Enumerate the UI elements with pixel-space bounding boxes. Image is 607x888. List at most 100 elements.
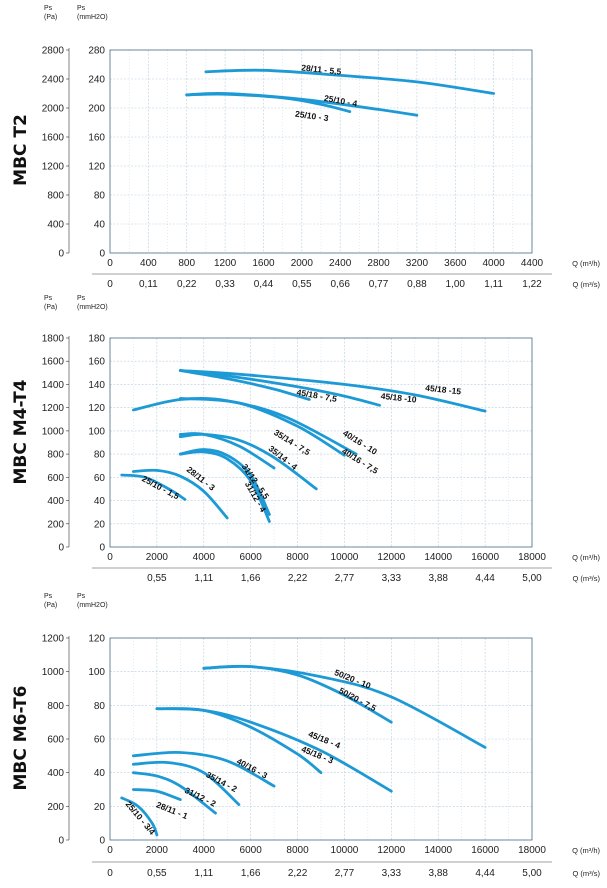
- x-m3h-tick-label: 6000: [240, 552, 263, 563]
- mmh2o-tick-label: 200: [88, 104, 105, 115]
- x-m3s-unit: Q (m³/s): [573, 574, 601, 583]
- x-m3h-tick-label: 2000: [146, 845, 169, 856]
- pa-axis-header: Ps (Pa): [44, 5, 57, 21]
- curve-label: 25/10 - 3: [295, 109, 330, 124]
- x-m3h-tick-label: 2000: [291, 258, 314, 269]
- x-m3h-tick-label: 12000: [377, 552, 405, 563]
- x-m3h-tick-label: 4000: [193, 845, 216, 856]
- curve-label: 45/18 - 7,5: [296, 387, 338, 404]
- x-m3h-tick-label: 16000: [471, 845, 499, 856]
- x-m3h-tick-label: 4000: [193, 552, 216, 563]
- mmh2o-tick-label: 80: [94, 701, 106, 712]
- curve-label: 45/18 -10: [380, 391, 417, 405]
- x-m3h-unit: Q (m³/h): [572, 553, 600, 562]
- x-m3h-unit: Q (m³/h): [572, 259, 600, 268]
- pa-tick-label: 1200: [42, 403, 65, 414]
- x-m3h-tick-label: 2800: [367, 258, 390, 269]
- x-m3s-tick-label: 0,22: [177, 279, 197, 290]
- x-m3s-tick-label: 0: [107, 868, 113, 879]
- x-m3s-unit: Q (m³/s): [573, 869, 601, 878]
- pa-tick-label: 400: [47, 768, 64, 779]
- curve-label: 31/12 - 2: [183, 785, 218, 809]
- curve-label: 45/18 -15: [425, 383, 462, 397]
- x-m3s-tick-label: 0,55: [292, 279, 312, 290]
- pa-tick-label: 0: [58, 543, 64, 554]
- x-m3h-tick-label: 4000: [483, 258, 506, 269]
- fan-curve: [132, 760, 241, 806]
- mmh2o-axis-header: Ps (mmH2O): [77, 5, 108, 21]
- x-m3s-tick-label: 5,00: [522, 573, 542, 584]
- x-m3s-tick-label: 0,33: [215, 279, 235, 290]
- pa-tick-label: 1000: [42, 667, 65, 678]
- pa-axis-header: Ps (Pa): [44, 295, 57, 311]
- x-m3h-tick-label: 2000: [146, 552, 169, 563]
- curve-label: 25/10 - 1,5: [140, 474, 181, 502]
- mmh2o-tick-label: 80: [94, 450, 106, 461]
- x-m3h-unit: Q (m³/h): [572, 846, 600, 855]
- x-m3s-tick-label: 1,11: [194, 573, 213, 584]
- x-m3h-tick-label: 1600: [252, 258, 275, 269]
- pa-tick-label: 1600: [42, 133, 65, 144]
- fan-curve: [178, 450, 271, 523]
- mmh2o-tick-label: 240: [88, 75, 105, 86]
- x-m3h-tick-label: 0: [107, 552, 113, 563]
- mmh2o-tick-label: 80: [94, 191, 106, 202]
- mmh2o-axis-header: Ps (mmH2O): [77, 593, 108, 609]
- mmh2o-tick-label: 160: [88, 357, 105, 368]
- x-m3s-tick-label: 1,11: [484, 279, 503, 290]
- x-m3h-tick-label: 2400: [329, 258, 352, 269]
- mmh2o-tick-label: 160: [88, 133, 105, 144]
- x-m3h-tick-label: 8000: [286, 845, 309, 856]
- x-m3s-tick-label: 0,88: [407, 279, 427, 290]
- x-m3s-tick-label: 3,33: [382, 573, 402, 584]
- fan-curve: [132, 771, 217, 815]
- fan-curve: [178, 397, 346, 457]
- pa-tick-label: 600: [47, 473, 64, 484]
- pa-tick-label: 1200: [42, 634, 65, 645]
- x-m3h-tick-label: 18000: [518, 845, 546, 856]
- curve-label: 28/11 - 1: [155, 799, 190, 821]
- x-m3h-tick-label: 14000: [424, 845, 452, 856]
- pa-tick-label: 800: [47, 450, 64, 461]
- pa-tick-label: 800: [47, 701, 64, 712]
- x-m3h-tick-label: 3200: [406, 258, 429, 269]
- pa-tick-label: 1000: [42, 426, 65, 437]
- pa-tick-label: 400: [47, 496, 64, 507]
- fan-curve: [132, 397, 358, 456]
- mmh2o-tick-label: 180: [88, 334, 105, 345]
- curve-label: 35/14 - 2: [204, 770, 239, 795]
- chart-title: MBC T2: [11, 114, 31, 186]
- mmh2o-tick-label: 60: [94, 473, 106, 484]
- pa-tick-label: 0: [58, 836, 64, 847]
- mmh2o-tick-label: 120: [88, 634, 105, 645]
- mmh2o-tick-label: 0: [99, 249, 105, 260]
- pa-tick-label: 2800: [42, 46, 65, 57]
- x-m3h-tick-label: 8000: [286, 552, 309, 563]
- fan-curve: [178, 369, 381, 407]
- mmh2o-tick-label: 140: [88, 380, 105, 391]
- x-m3s-tick-label: 1,66: [241, 868, 261, 879]
- fan-curve: [120, 796, 159, 837]
- x-m3s-tick-label: 3,33: [382, 868, 402, 879]
- x-m3s-tick-label: 4,44: [475, 868, 495, 879]
- fan-curve: [178, 369, 487, 413]
- x-m3s-tick-label: 0,44: [254, 279, 274, 290]
- x-m3s-tick-label: 1,66: [241, 573, 261, 584]
- mmh2o-tick-label: 100: [88, 667, 105, 678]
- x-m3h-tick-label: 16000: [471, 552, 499, 563]
- pa-tick-label: 600: [47, 735, 64, 746]
- x-m3s-tick-label: 0,77: [369, 279, 389, 290]
- mmh2o-tick-label: 20: [94, 802, 106, 813]
- x-m3s-tick-label: 0: [107, 279, 113, 290]
- pa-tick-label: 1200: [42, 162, 65, 173]
- fan-curve: [132, 468, 229, 520]
- chart-title: MBC M6-T6: [11, 686, 31, 791]
- pa-tick-label: 200: [47, 519, 64, 530]
- fan-curve: [120, 473, 187, 501]
- pa-tick-label: 0: [58, 249, 64, 260]
- x-m3h-tick-label: 14000: [424, 552, 452, 563]
- x-m3h-tick-label: 1200: [214, 258, 237, 269]
